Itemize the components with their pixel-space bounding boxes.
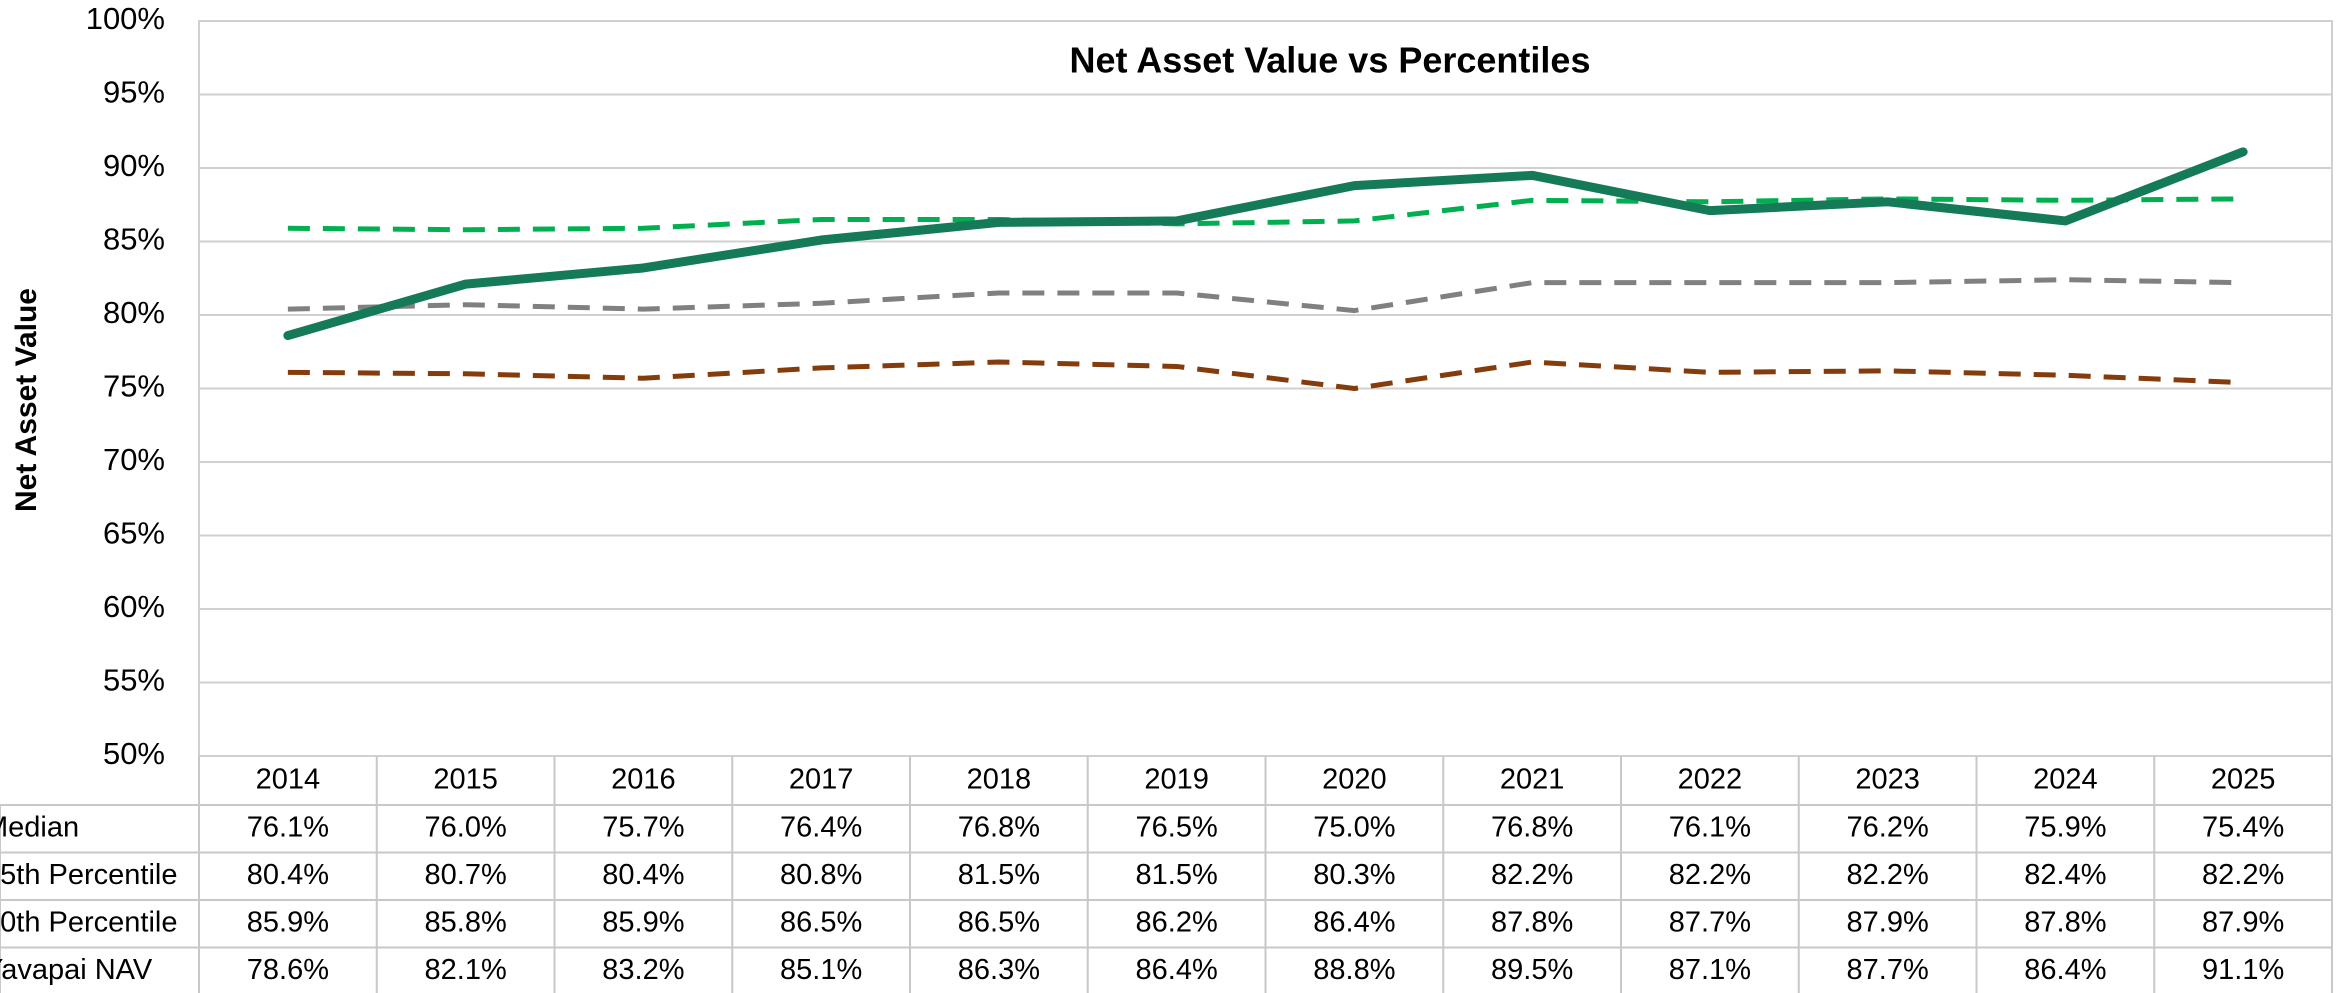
data-label: 85.9%	[247, 906, 329, 938]
data-label: 76.1%	[247, 811, 329, 843]
data-label: 82.4%	[2024, 859, 2106, 891]
x-tick-label: 2019	[1144, 764, 1209, 796]
legend-label: 75th Percentile	[0, 859, 177, 891]
x-tick-label: 2023	[1855, 764, 1920, 796]
data-label: 76.8%	[1491, 811, 1573, 843]
y-tick-label: 100%	[86, 1, 165, 36]
data-label: 76.1%	[1669, 811, 1751, 843]
data-label: 86.5%	[958, 906, 1040, 938]
data-label: 76.5%	[1136, 811, 1218, 843]
data-label: 86.4%	[1313, 906, 1395, 938]
y-tick-label: 95%	[103, 75, 165, 110]
data-label: 76.2%	[1847, 811, 1929, 843]
data-label: 82.2%	[2202, 859, 2284, 891]
data-label: 82.2%	[1669, 859, 1751, 891]
x-tick-label: 2022	[1678, 764, 1743, 796]
x-tick-label: 2015	[433, 764, 498, 796]
data-label: 80.8%	[780, 859, 862, 891]
data-label: 86.3%	[958, 954, 1040, 986]
data-label: 80.4%	[602, 859, 684, 891]
data-label: 87.8%	[2024, 906, 2106, 938]
data-label: 83.2%	[602, 954, 684, 986]
data-label: 80.3%	[1313, 859, 1395, 891]
data-label: 91.1%	[2202, 954, 2284, 986]
data-label: 85.1%	[780, 954, 862, 986]
legend-label: Median	[0, 811, 79, 843]
chart-title: Net Asset Value vs Percentiles	[1070, 40, 1591, 81]
data-label: 87.8%	[1491, 906, 1573, 938]
data-label: 86.4%	[1136, 954, 1218, 986]
x-tick-label: 2025	[2211, 764, 2276, 796]
legend-label: Yavapai NAV	[0, 954, 153, 986]
x-tick-label: 2020	[1322, 764, 1387, 796]
y-tick-label: 65%	[103, 516, 165, 551]
y-tick-label: 60%	[103, 589, 165, 624]
y-tick-label: 55%	[103, 663, 165, 698]
y-axis-label: Net Asset Value	[10, 288, 43, 512]
data-label: 87.9%	[1847, 906, 1929, 938]
data-label: 86.5%	[780, 906, 862, 938]
series-line	[287, 196, 2244, 233]
data-label: 87.9%	[2202, 906, 2284, 938]
data-label: 87.7%	[1669, 906, 1751, 938]
data-label: 82.2%	[1491, 859, 1573, 891]
y-tick-label: 50%	[103, 736, 165, 771]
data-label: 75.7%	[602, 811, 684, 843]
data-label: 89.5%	[1491, 954, 1573, 986]
data-label: 85.8%	[425, 906, 507, 938]
x-tick-label: 2017	[789, 764, 854, 796]
data-label: 85.9%	[602, 906, 684, 938]
data-label: 75.9%	[2024, 811, 2106, 843]
series-line	[283, 147, 2248, 341]
data-label: 82.1%	[425, 954, 507, 986]
x-tick-label: 2018	[967, 764, 1032, 796]
data-label: 86.4%	[2024, 954, 2106, 986]
x-tick-label: 2021	[1500, 764, 1565, 796]
series-line	[287, 277, 2244, 314]
legend-label: 90th Percentile	[0, 906, 177, 938]
y-tick-label: 70%	[103, 442, 165, 477]
series-line	[287, 359, 2244, 391]
data-label: 75.0%	[1313, 811, 1395, 843]
data-label: 87.1%	[1669, 954, 1751, 986]
data-label: 80.7%	[425, 859, 507, 891]
x-tick-label: 2016	[611, 764, 676, 796]
y-tick-label: 75%	[103, 369, 165, 404]
data-label: 86.2%	[1136, 906, 1218, 938]
data-label: 76.8%	[958, 811, 1040, 843]
data-label: 75.4%	[2202, 811, 2284, 843]
data-label: 88.8%	[1313, 954, 1395, 986]
y-tick-label: 85%	[103, 222, 165, 257]
data-label: 80.4%	[247, 859, 329, 891]
y-tick-label: 90%	[103, 148, 165, 183]
x-tick-label: 2024	[2033, 764, 2098, 796]
y-tick-label: 80%	[103, 295, 165, 330]
data-label: 81.5%	[958, 859, 1040, 891]
data-label: 82.2%	[1847, 859, 1929, 891]
x-tick-label: 2014	[256, 764, 321, 796]
data-label: 87.7%	[1847, 954, 1929, 986]
data-label: 78.6%	[247, 954, 329, 986]
data-label: 76.0%	[425, 811, 507, 843]
data-label: 76.4%	[780, 811, 862, 843]
data-label: 81.5%	[1136, 859, 1218, 891]
